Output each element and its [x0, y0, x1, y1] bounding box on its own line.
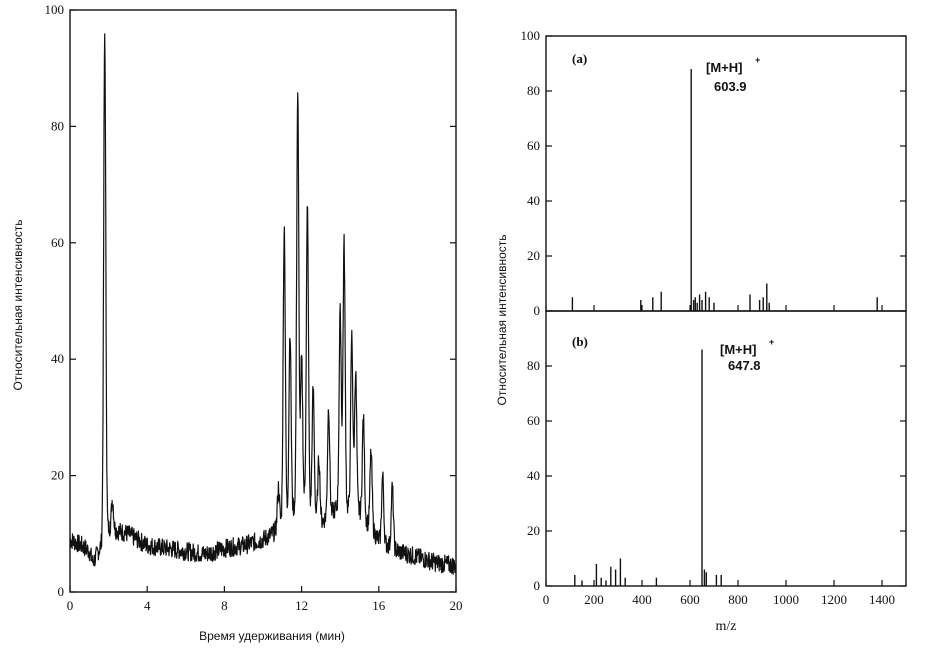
- spectrum-b-bars: [574, 349, 722, 586]
- chromatogram-x-tick-label: 8: [221, 598, 228, 613]
- spectrum-a-y-tick-label: 80: [527, 83, 540, 98]
- chromatogram-y-tick-label: 40: [51, 351, 64, 366]
- chromatogram-x-tick-label: 20: [450, 598, 463, 613]
- chromatogram-y-ticks: 0 20 40 60 80 100: [45, 2, 456, 599]
- spectrum-b-annotation-sup: +: [769, 337, 774, 347]
- chromatogram-x-tick-label: 0: [67, 598, 74, 613]
- spectrum-a-y-tick-label: 0: [534, 303, 541, 318]
- spectrum-x-tick-label: 1400: [869, 592, 895, 607]
- spectrum-x-tick-label: 200: [584, 592, 604, 607]
- spectrum-x-tick-label: 1000: [773, 592, 799, 607]
- spectrum-a-y-tick-label: 60: [527, 138, 540, 153]
- chromatogram-y-tick-label: 20: [51, 468, 64, 483]
- spectrum-a-label: (a): [572, 51, 587, 66]
- spectrum-b-y-tick-label: 80: [527, 358, 540, 373]
- chromatogram-y-tick-label: 0: [58, 584, 65, 599]
- spectrum-a-y-ticks: 0 20 40 60 80 100: [521, 28, 906, 318]
- spectrum-a-annotation-sup: +: [755, 55, 760, 65]
- spectrum-x-tick-label: 800: [728, 592, 748, 607]
- spectrum-b-annotation-mz: 647.8: [728, 358, 761, 373]
- spectrum-b-y-tick-label: 40: [527, 468, 540, 483]
- spectrum-a-annotation-mz: 603.9: [714, 79, 747, 94]
- chromatogram-x-tick-label: 12: [295, 598, 308, 613]
- spectrum-b-y-tick-label: 0: [534, 578, 541, 593]
- chromatogram-frame: [69, 9, 457, 593]
- spectrum-x-tick-label: 1200: [821, 592, 847, 607]
- chromatogram-y-tick-label: 60: [51, 235, 64, 250]
- spectrum-x-tick-label: 400: [632, 592, 652, 607]
- spectrum-b-y-tick-label: 60: [527, 413, 540, 428]
- spectrum-y-axis-title: Относительная интенсивность: [495, 235, 509, 406]
- spectrum-a-annotation-ion: [M+H]: [706, 60, 742, 75]
- spectrum-b-label: (b): [572, 334, 588, 349]
- chromatogram-y-tick-label: 80: [51, 118, 64, 133]
- spectrum-b-y-tick-label: 20: [527, 523, 540, 538]
- spectrum-x-ticks: 0 200 400 600 800 1000 1200 1400: [543, 305, 895, 607]
- mass-spectra-panel: 0 20 40 60 80 100 0 20 40 60 80 0 200 400 600 800 1000…: [495, 28, 907, 634]
- spectrum-x-axis-title: m/z: [716, 619, 737, 634]
- chromatogram-panel: 0 20 40 60 80 100 0 4 8 12 16 20 Время удерживания…: [11, 2, 463, 643]
- spectrum-b-frame: [545, 310, 907, 587]
- chromatogram-x-tick-label: 4: [144, 598, 151, 613]
- spectrum-a-y-tick-label: 100: [521, 28, 541, 43]
- spectrum-x-tick-label: 0: [543, 592, 550, 607]
- chromatogram-x-tick-label: 16: [372, 598, 386, 613]
- spectrum-x-tick-label: 600: [680, 592, 700, 607]
- chromatogram-trace: [69, 33, 457, 575]
- spectrum-b-y-ticks: 0 20 40 60 80: [527, 358, 906, 593]
- spectrum-a-y-tick-label: 20: [527, 248, 540, 263]
- spectrum-b-annotation-ion: [M+H]: [720, 342, 756, 357]
- chromatogram-y-axis-title: Относительная интенсивность: [11, 220, 25, 391]
- spectrum-a-bars: [571, 69, 878, 311]
- spectrum-a-y-tick-label: 40: [527, 193, 540, 208]
- chromatogram-x-ticks: 0 4 8 12 16 20: [67, 586, 463, 613]
- chromatogram-x-axis-title: Время удерживания (мин): [199, 629, 345, 643]
- chromatogram-y-tick-label: 100: [45, 2, 65, 17]
